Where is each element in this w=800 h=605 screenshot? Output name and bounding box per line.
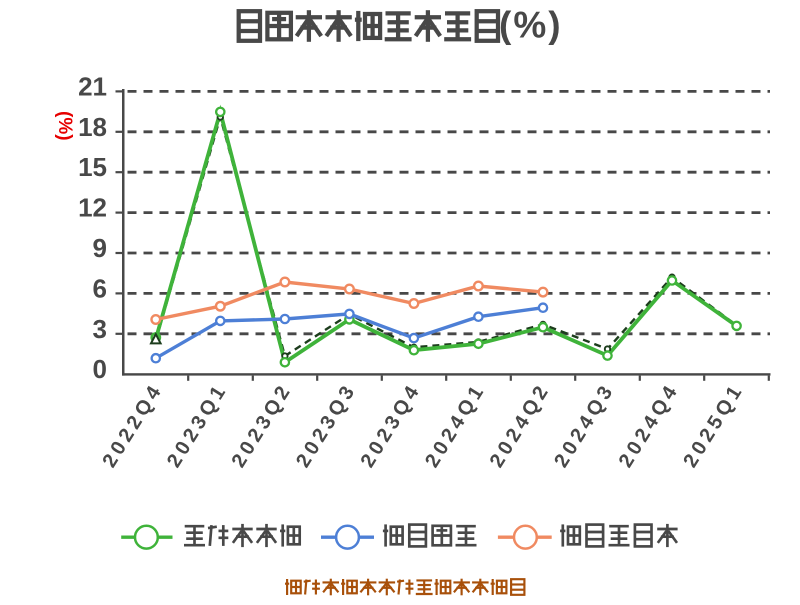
svg-text:9: 9 — [93, 233, 107, 263]
svg-text:(%): (%) — [499, 5, 563, 46]
svg-text:21: 21 — [78, 71, 107, 101]
svg-text:6: 6 — [93, 273, 107, 303]
svg-text:12: 12 — [78, 193, 107, 223]
svg-text:0: 0 — [93, 354, 107, 384]
svg-text:(%): (%) — [54, 111, 75, 141]
svg-text:18: 18 — [78, 112, 107, 142]
svg-text:15: 15 — [78, 152, 107, 182]
svg-text:3: 3 — [93, 314, 107, 344]
